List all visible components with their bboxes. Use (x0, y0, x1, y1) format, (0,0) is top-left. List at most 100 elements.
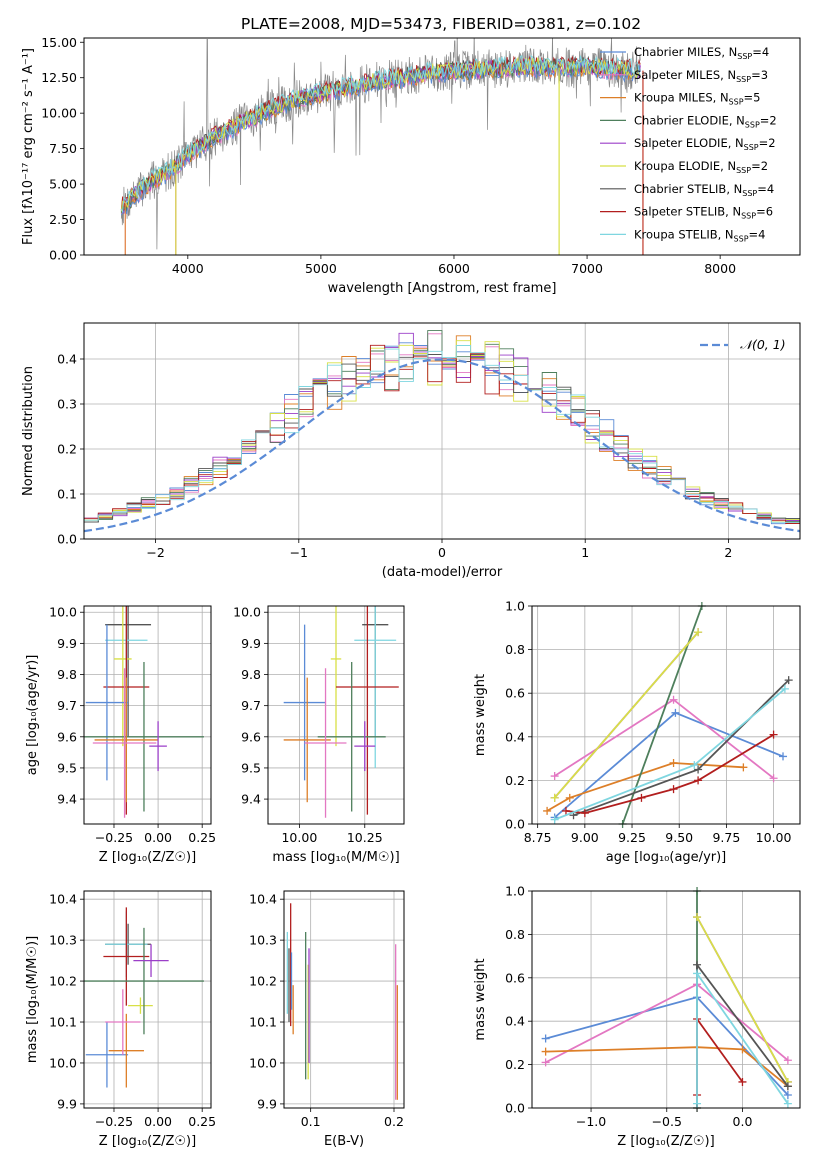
x-tick-label: −0.25 (95, 830, 133, 845)
y-axis-label: mass weight (473, 674, 488, 756)
weight-marker (693, 1099, 702, 1108)
y-tick-label: 0.2 (57, 442, 77, 457)
x-tick-label: 8.75 (524, 830, 552, 845)
x-tick-label: 0.25 (188, 830, 216, 845)
x-tick-label: 4000 (172, 261, 204, 276)
weight-marker (693, 960, 702, 969)
y-tick-label: 0.0 (505, 817, 525, 832)
x-tick-label: −2 (146, 545, 164, 560)
x-axis-label: (data-model)/error (382, 565, 503, 580)
legend-label: Kroupa STELIB, NSSP=4 (634, 227, 765, 243)
legend-label: Kroupa ELODIE, NSSP=2 (634, 159, 768, 175)
x-tick-label: 2 (724, 545, 732, 560)
weight-line (696, 916, 789, 1083)
error-bar-point (128, 997, 153, 1014)
error-bar-point (103, 907, 150, 1006)
legend-label: Salpeter ELODIE, NSSP=2 (634, 136, 776, 152)
y-tick-label: 15.00 (41, 35, 77, 50)
x-tick-label: 10.00 (281, 830, 317, 845)
legend-label: Chabrier ELODIE, NSSP=2 (634, 113, 777, 129)
x-tick-label: 0 (438, 545, 446, 560)
error-bar-point (84, 662, 204, 812)
y-axis-label: Flux [fλ10⁻¹⁷ erg cm⁻² s⁻¹ A⁻¹] (21, 48, 36, 245)
x-tick-label: 0.00 (144, 830, 172, 845)
x-axis-label: Z [log₁₀(Z/Z☉)] (99, 850, 196, 865)
y-tick-label: 9.6 (241, 729, 261, 744)
y-tick-label: 10.3 (249, 933, 277, 948)
weight-marker (550, 772, 559, 781)
y-axis-label: mass [log₁₀(M/M☉)] (25, 936, 40, 1063)
y-tick-label: 9.7 (241, 698, 261, 713)
error-bar-point (108, 1013, 144, 1088)
y-tick-label: 9.6 (57, 729, 77, 744)
weight-marker (738, 1045, 747, 1054)
weight-marker (769, 774, 778, 783)
x-tick-label: 9.25 (618, 830, 646, 845)
weight-marker (580, 809, 589, 818)
y-tick-label: 0.4 (505, 1014, 525, 1029)
y-tick-label: 0.8 (505, 642, 525, 657)
weight-marker (738, 1077, 747, 1086)
weight-marker (541, 1058, 550, 1067)
error-bar-point (354, 721, 376, 772)
y-tick-label: 9.9 (257, 1096, 277, 1111)
x-tick-label: 9.00 (571, 830, 599, 845)
x-tick-label: 0.0 (733, 1114, 753, 1129)
error-bar-point (283, 624, 326, 781)
x-tick-label: 5000 (305, 261, 337, 276)
legend-label: Salpeter STELIB, NSSP=6 (634, 205, 773, 221)
y-tick-label: 10.0 (49, 605, 77, 620)
panel-spectrum: 4000 5000 6000 7000 8000 0.00 2.50 5.00 7.50 10.0… (21, 35, 801, 296)
weight-marker (565, 793, 574, 802)
panel-Z-mass: −0.25 0.00 0.25 9.9 10.0 10.1 10.2 10.3 10.4 Z [l… (25, 890, 216, 1149)
error-bar-point (317, 662, 386, 812)
model-line (120, 54, 641, 213)
legend-label: Chabrier MILES, NSSP=4 (634, 45, 769, 61)
y-tick-label: 0.6 (505, 970, 525, 985)
y-tick-label: 5.00 (49, 177, 77, 192)
legend-label: Chabrier STELIB, NSSP=4 (634, 182, 774, 198)
residual-histogram (84, 345, 800, 527)
error-bar-point (283, 677, 331, 803)
error-bar-point (133, 944, 169, 977)
y-axis-label: mass weight (473, 958, 488, 1040)
weight-marker (561, 806, 570, 815)
x-axis-label: Z [log₁₀(Z/Z☉)] (99, 1134, 196, 1149)
y-tick-label: 0.8 (505, 927, 525, 942)
panel-Z-weight: −1.0 −0.5 0.0 0.0 0.2 0.4 0.6 0.8 1.0 Z [log₁₀(Z/… (473, 884, 801, 1149)
x-tick-label: −1.0 (576, 1114, 606, 1129)
y-tick-label: 10.3 (49, 933, 77, 948)
residual-histogram (84, 344, 800, 529)
axes-frame (83, 37, 801, 256)
error-bar-point (92, 668, 157, 818)
weight-marker (669, 695, 678, 704)
weight-marker (783, 1099, 792, 1108)
y-tick-label: 10.4 (249, 892, 277, 907)
axes-frame (83, 605, 212, 825)
x-tick-label: 9.50 (665, 830, 693, 845)
y-tick-label: 1.0 (505, 599, 525, 614)
y-tick-label: 9.5 (57, 760, 77, 775)
weight-marker (543, 806, 552, 815)
weight-marker (694, 765, 703, 774)
y-tick-label: 0.4 (505, 729, 525, 744)
weight-line (573, 679, 790, 817)
error-bar-point (94, 677, 159, 803)
x-tick-label: 8000 (704, 261, 736, 276)
axes-frame (531, 605, 801, 825)
x-tick-label: 7000 (571, 261, 603, 276)
y-tick-label: 10.4 (49, 892, 77, 907)
error-bar-point (304, 668, 347, 818)
error-bar-point (330, 606, 342, 747)
y-tick-label: 0.3 (57, 397, 77, 412)
y-tick-label: 7.50 (49, 141, 77, 156)
x-tick-label: −0.5 (652, 1114, 682, 1129)
y-tick-label: 12.50 (41, 70, 77, 85)
error-bar-point (85, 1022, 129, 1088)
weight-marker (637, 793, 646, 802)
legend: Chabrier MILES, NSSP=4 Salpeter MILES, NS… (600, 45, 777, 243)
model-line (120, 59, 641, 215)
weight-marker (669, 785, 678, 794)
x-tick-label: 0.25 (188, 1114, 216, 1129)
x-tick-label: 0.2 (384, 1114, 404, 1129)
